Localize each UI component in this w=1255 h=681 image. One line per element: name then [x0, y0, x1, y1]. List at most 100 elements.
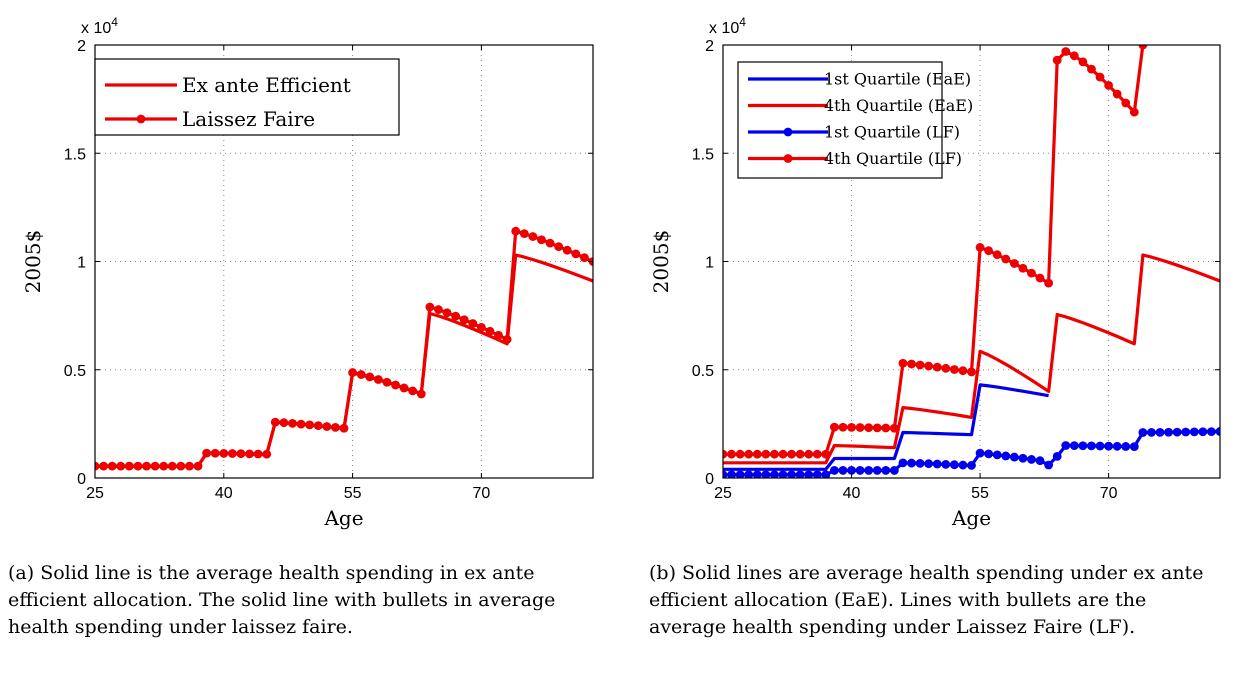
chart-a-series-1-point [476, 322, 486, 332]
chart-a-xtick-label: 55 [344, 485, 362, 502]
chart-b-legend-label-0: 1st Quartile (EaE) [824, 70, 971, 89]
chart-b-series-2-point [1129, 442, 1139, 452]
chart-a-series-1-point [227, 449, 237, 458]
chart-a-xtick-label: 25 [86, 485, 104, 502]
chart-b-series-2-point [1087, 441, 1096, 451]
chart-b-series-2-point [1061, 441, 1071, 450]
chart-a-series-1-point [416, 389, 426, 399]
caption-b: (b) Solid lines are average health spend… [649, 562, 1204, 638]
chart-a-series-0-line [95, 253, 593, 468]
chart-b-series-3-point [821, 449, 831, 459]
chart-b-series-1 [723, 253, 1220, 465]
chart-a-legend-box [94, 58, 400, 136]
chart-a-series-1-point [116, 461, 126, 471]
chart-a-series-1-point [176, 461, 186, 471]
chart-b-xlabel: Age [951, 506, 991, 530]
chart-a-series-1-point [159, 461, 169, 471]
chart-b-series-3-point [778, 449, 788, 459]
chart-b-series-2-point [984, 449, 994, 459]
chart-a-ytick-label: 0.5 [64, 363, 86, 380]
chart-b-series-3-point [898, 358, 908, 368]
chart-a-series-1-point [142, 461, 151, 471]
chart-a-svg: 25 40 55 70 0 0.5 1 1.5 2x 104 Age 2005$ Ex ante Ef… [21, 15, 594, 530]
chart-a-series-1-point [150, 461, 160, 471]
chart-b-series-3-point [1001, 254, 1011, 264]
chart-b-series-0-line [723, 383, 1049, 471]
chart-b-series-2-point [1181, 427, 1191, 437]
chart-a-series-1-point [107, 461, 117, 471]
chart-a-series-1-point [485, 326, 495, 336]
chart-b-series-3-point [744, 449, 754, 459]
chart-b-series-3-point [1121, 98, 1131, 108]
chart-b-series-3-point [1069, 51, 1079, 61]
chart-a-xtick-label: 70 [472, 485, 490, 502]
chart-b-series-3-point [872, 423, 882, 433]
chart-b-series-2-point [778, 470, 788, 478]
chart-a-series-1-point [434, 305, 443, 314]
chart-b-series-3-point [838, 422, 848, 432]
chart-b-series-2-point [1009, 452, 1019, 462]
chart-b-series-3-point [812, 449, 822, 459]
chart-a-series-1-point [348, 368, 357, 377]
chart-b-series-2-point [723, 470, 728, 478]
chart-b-series-2-point [1044, 460, 1054, 470]
chart-a-series-1-point [262, 449, 272, 459]
chart-b-series-3-point [723, 449, 728, 459]
chart-b-series-2-point [847, 466, 856, 475]
chart-a-series-1-point [210, 448, 220, 458]
chart-b-series-2-point [804, 470, 814, 478]
chart-a-series-1-point [236, 449, 246, 459]
chart-a-ytick-label: 2 [77, 38, 86, 55]
chart-b-series-2-point [907, 458, 916, 468]
chart-b-xtick-label: 40 [843, 485, 861, 502]
chart-b-series-3-point [1009, 259, 1019, 268]
chart-a-series-1-point [365, 372, 375, 382]
chart-a-series-1-point [202, 448, 212, 458]
chart-b-series-2-point [1198, 427, 1208, 437]
chart-a-series-1-point [459, 315, 469, 325]
chart-b-series-0 [723, 383, 1049, 471]
chart-a-grid [95, 45, 593, 478]
chart-b-series-3-point [924, 361, 934, 371]
chart-b-series-3-point [1061, 47, 1071, 56]
chart-b-series-3-point [1044, 278, 1054, 288]
chart-b-series-2-point [992, 450, 1002, 460]
chart-b-series-3-point [967, 367, 976, 377]
chart-b-svg: 25 40 55 70 0 0.5 1 1.5 2x 104 Age 2005$ 1st Quarti… [649, 15, 1221, 530]
chart-b-series-2-point [829, 466, 839, 475]
chart-a-series-1-point [133, 461, 143, 471]
chart-a-series-1-point [313, 421, 323, 431]
chart-b-ytick-label: 0.5 [692, 363, 714, 380]
chart-b-series-3-point [795, 449, 805, 459]
chart-b-series-3-point [735, 449, 745, 459]
chart-b-series-2-point [744, 470, 754, 478]
chart-b-series-3-point [984, 246, 994, 256]
chart-b-series-2-point [1138, 428, 1148, 437]
chart-b-series-2-point [735, 470, 745, 478]
chart-b-series-3-point [889, 423, 899, 433]
chart-b-series-2-point [1189, 427, 1199, 437]
chart-b-legend-label-1: 4th Quartile (EaE) [824, 96, 973, 115]
chart-b-series-3-point [804, 449, 814, 459]
chart-b-series-2-point [1207, 427, 1216, 436]
chart-b-legend-label-2: 1st Quartile (LF) [824, 123, 960, 142]
chart-a-series-1-point [95, 461, 100, 471]
chart-b-series-3-point [958, 366, 968, 376]
chart-b-series-2-point [838, 466, 848, 475]
chart-a-series-1-point [502, 335, 512, 344]
chart-a-series-1-point [167, 461, 177, 471]
chart-b-series-2-point [1078, 441, 1088, 451]
chart-b-xtick-label: 25 [714, 485, 732, 502]
chart-a-y-multiplier-exponent: 4 [111, 15, 118, 29]
chart-b-series-3 [723, 45, 1148, 459]
chart-b-legend-label-3: 4th Quartile (LF) [824, 149, 962, 168]
chart-b-series-3-point [1078, 57, 1088, 67]
chart-b-series-2-point [752, 470, 762, 478]
chart-b-series-3-point [932, 362, 942, 372]
chart-a-series-1-point [331, 422, 340, 432]
chart-b-series-2-point [812, 470, 822, 478]
chart-b-series-3-point [829, 422, 839, 432]
chart-a-series-1-point [442, 308, 452, 318]
chart-a-y-multiplier: x 104 [81, 15, 118, 37]
chart-a-legend: Ex ante Efficient Laissez Faire [94, 58, 400, 136]
